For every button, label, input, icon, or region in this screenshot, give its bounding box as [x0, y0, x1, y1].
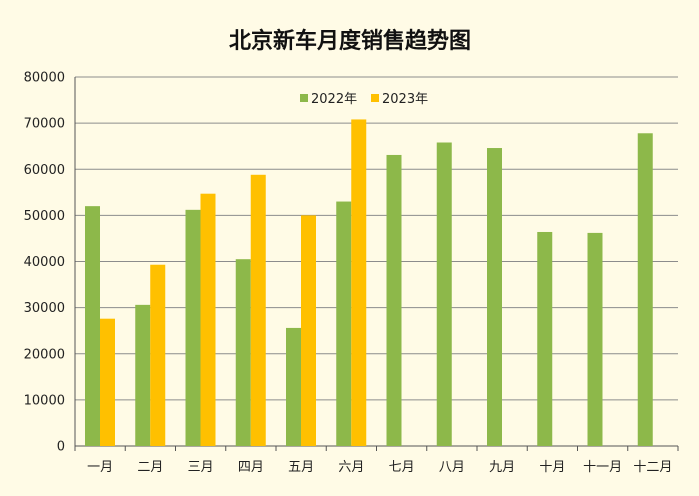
- bar-2022年-十二月: [637, 133, 653, 446]
- x-tick-label: 四月: [238, 460, 264, 475]
- legend: 2022年 2023年: [300, 92, 428, 107]
- x-tick-label: 五月: [288, 460, 314, 475]
- bar-2022年-二月: [135, 304, 151, 446]
- bar-2022年-五月: [286, 327, 301, 446]
- bar-2022年-九月: [487, 148, 502, 446]
- legend-swatch: [300, 94, 308, 102]
- y-tick-label: 20000: [24, 347, 65, 362]
- bar-2022年-七月: [386, 154, 402, 447]
- bar-2022年-十一月: [587, 232, 603, 446]
- x-tick-label: 十月: [539, 460, 565, 475]
- grid-lines: [74, 76, 678, 447]
- bar-2022年-一月: [85, 206, 100, 446]
- legend-label: 2022年: [311, 92, 357, 107]
- bar-2022年-十月: [537, 231, 553, 446]
- bar-2022年-八月: [436, 142, 452, 446]
- bar-2023年-四月: [250, 174, 266, 446]
- x-tick-label: 六月: [338, 460, 364, 475]
- bars: [85, 119, 653, 447]
- bar-2023年-一月: [100, 318, 115, 446]
- x-tick-label: 十一月: [583, 460, 622, 475]
- y-tick-label: 60000: [24, 163, 65, 178]
- bar-2022年-三月: [185, 209, 201, 446]
- legend-swatch: [371, 94, 379, 102]
- bar-2022年-四月: [235, 259, 251, 446]
- y-tick-label: 50000: [24, 209, 65, 224]
- chart-title: 北京新车月度销售趋势图: [229, 28, 471, 54]
- x-tick-label: 一月: [87, 460, 113, 475]
- bar-2023年-五月: [301, 215, 316, 446]
- bar-2023年-六月: [351, 119, 367, 446]
- y-tick-label: 10000: [24, 393, 65, 408]
- x-tick-label: 二月: [137, 460, 163, 475]
- x-tick-label: 八月: [439, 460, 465, 475]
- y-tick-label: 70000: [24, 117, 65, 132]
- y-tick-label: 30000: [24, 301, 65, 316]
- y-tick-label: 80000: [24, 71, 65, 86]
- legend-label: 2023年: [382, 92, 428, 107]
- x-tick-label: 七月: [389, 460, 415, 475]
- x-tick-label: 九月: [489, 460, 515, 475]
- bar-2023年-二月: [150, 264, 166, 446]
- y-tick-label: 0: [57, 440, 65, 455]
- x-tick-label: 十二月: [633, 460, 672, 475]
- y-tick-label: 40000: [24, 255, 65, 270]
- bar-2023年-三月: [200, 193, 216, 446]
- bar-2022年-六月: [336, 201, 352, 446]
- x-axis-ticks: 一月 二月 三月 四月 五月 六月 七月 八月 九月 十月 十一月 十二月: [74, 446, 679, 475]
- y-axis-ticks: 0 10000 20000 30000 40000 50000 60000 70000 8000…: [24, 71, 65, 455]
- x-tick-label: 三月: [188, 460, 214, 475]
